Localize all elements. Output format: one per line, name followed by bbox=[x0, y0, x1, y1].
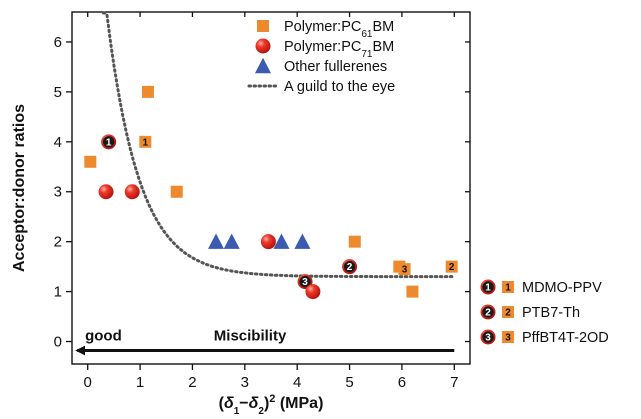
point-label-bg bbox=[343, 260, 356, 273]
point-label: 2 bbox=[347, 262, 353, 273]
x-tick-label: 3 bbox=[241, 374, 249, 391]
key-square-icon bbox=[502, 306, 514, 318]
legend-label: Polymer:PC71BM bbox=[284, 39, 394, 60]
point-label-bg bbox=[482, 306, 494, 318]
point-label-bg bbox=[299, 275, 311, 288]
triangle-marker bbox=[273, 233, 290, 249]
miscibility-annotation: good Miscibility bbox=[75, 328, 455, 356]
square-marker bbox=[170, 185, 183, 198]
x-tick-label: 2 bbox=[188, 374, 196, 391]
key-polymer-name: MDMO-PPV bbox=[522, 280, 602, 296]
point-label-bg bbox=[482, 281, 494, 293]
guide-curve bbox=[101, 11, 456, 279]
legend-label: Polymer:PC61BM bbox=[284, 19, 394, 40]
point-label-bg bbox=[102, 136, 115, 148]
point-label: 3 bbox=[485, 333, 491, 344]
triangle-marker bbox=[294, 233, 311, 249]
point-label: 1 bbox=[485, 283, 491, 294]
key-square-icon bbox=[502, 331, 514, 343]
key-square-icon bbox=[502, 281, 514, 293]
x-axis-title: (δ1−δ2)2 (MPa) bbox=[219, 393, 324, 417]
annotation-miscibility: Miscibility bbox=[214, 328, 287, 345]
point-label-bg bbox=[482, 331, 494, 343]
point-label: 2 bbox=[505, 308, 511, 319]
square-marker bbox=[445, 260, 458, 273]
point-label: 3 bbox=[505, 333, 511, 344]
square-marker bbox=[348, 235, 361, 248]
circle-marker bbox=[124, 184, 140, 200]
y-tick-label: 5 bbox=[54, 84, 62, 101]
circle-marker bbox=[260, 234, 276, 250]
legend-square-icon bbox=[257, 20, 269, 32]
guide-curve-line bbox=[101, 11, 456, 279]
axis-ticks: 0 1 2 3 4 5 6 7 0 1 2 3 4 5 6 bbox=[54, 12, 470, 391]
point-label: 1 bbox=[505, 283, 511, 294]
x-tick-label: 6 bbox=[398, 374, 406, 391]
square-marker bbox=[139, 135, 152, 148]
square-marker bbox=[84, 155, 97, 168]
legend-triangle-icon bbox=[255, 57, 271, 74]
data-points: 1 3 2 1 2 3 bbox=[84, 85, 458, 300]
legend-circle-icon bbox=[255, 38, 271, 54]
y-tick-label: 1 bbox=[54, 284, 62, 301]
x-tick-label: 0 bbox=[84, 374, 92, 391]
y-tick-label: 4 bbox=[54, 134, 62, 151]
x-tick-label: 4 bbox=[293, 374, 301, 391]
point-label: 3 bbox=[302, 277, 308, 288]
point-label: 1 bbox=[106, 137, 112, 148]
y-tick-label: 3 bbox=[54, 184, 62, 201]
legend-label: A guild to the eye bbox=[284, 79, 395, 95]
plot-area-frame bbox=[71, 11, 471, 365]
circle-marker bbox=[98, 184, 114, 200]
point-label: 2 bbox=[449, 262, 455, 273]
x-tick-label: 5 bbox=[345, 374, 353, 391]
x-tick-label: 1 bbox=[136, 374, 144, 391]
point-label: 1 bbox=[143, 137, 149, 148]
square-marker bbox=[141, 85, 154, 98]
y-tick-label: 2 bbox=[54, 234, 62, 251]
x-tick-label: 7 bbox=[450, 374, 458, 391]
y-tick-label: 0 bbox=[54, 334, 62, 351]
annotation-good: good bbox=[85, 328, 122, 345]
y-tick-label: 6 bbox=[54, 34, 62, 51]
y-axis-title: Acceptor:donor ratios bbox=[11, 104, 28, 272]
legend-label: Other fullerenes bbox=[284, 59, 387, 75]
circle-marker bbox=[305, 284, 321, 300]
polymer-key: 1 1 MDMO-PPV 2 2 PTB7-Th 3 3 PffBT4T-2OD bbox=[480, 279, 609, 346]
point-label: 3 bbox=[402, 265, 408, 276]
point-label: 2 bbox=[485, 308, 491, 319]
square-marker bbox=[398, 263, 411, 276]
triangle-marker bbox=[223, 233, 240, 249]
key-polymer-name: PffBT4T-2OD bbox=[522, 330, 609, 346]
square-marker bbox=[406, 285, 419, 298]
key-polymer-name: PTB7-Th bbox=[522, 305, 580, 321]
triangle-marker bbox=[208, 233, 225, 249]
